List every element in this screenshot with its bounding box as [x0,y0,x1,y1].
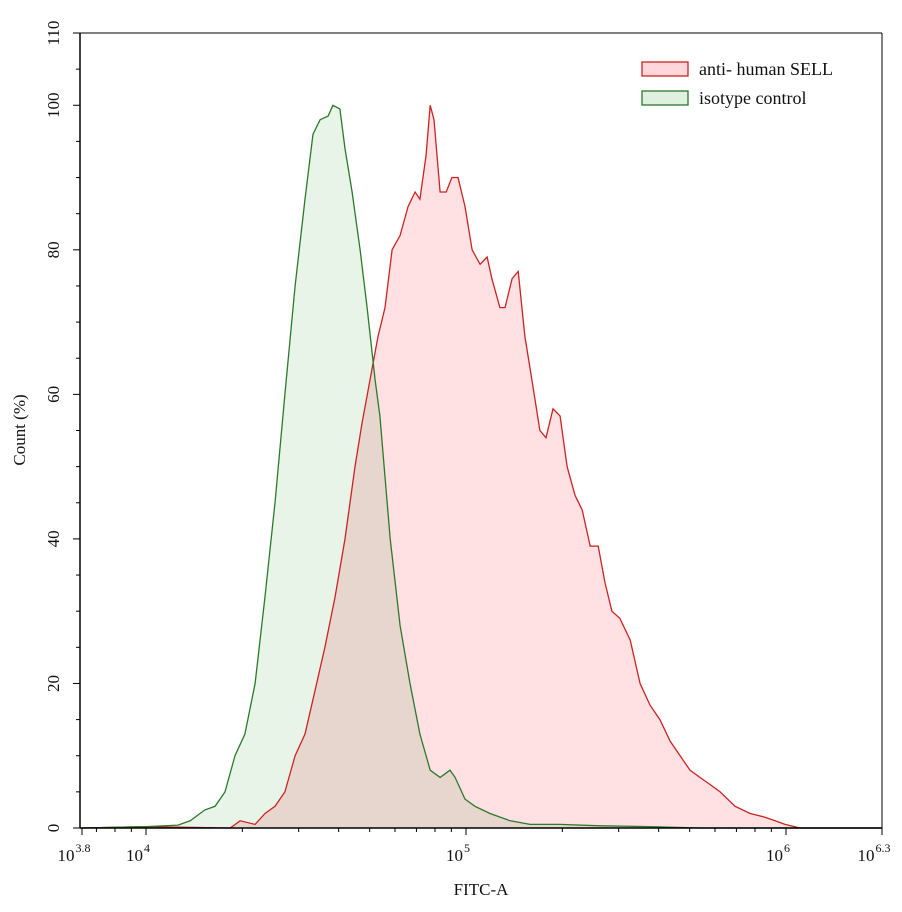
x-tick-label: 103.8 [58,841,91,865]
legend-swatch [641,90,689,106]
x-tick-label: 105 [446,841,470,865]
series-fill-0 [82,105,882,829]
x-tick-label: 106.3 [858,841,891,865]
series-line-0 [81,105,882,829]
legend: anti- human SELL isotype control [641,59,833,108]
y-tick-label: 100 [44,93,63,119]
y-tick-label: 20 [44,675,63,692]
y-tick-label: 40 [44,530,63,547]
legend-label: isotype control [699,88,806,108]
series-areas [81,104,882,829]
x-tick-label: 106 [766,841,790,865]
x-tick-label: 104 [126,841,150,865]
series-line-1 [81,104,882,829]
y-tick-label: 60 [44,386,63,403]
y-tick-label: 80 [44,241,63,258]
y-tick-label: 110 [44,21,63,46]
x-axis-label: FITC-A [454,880,510,899]
y-axis-label: Count (%) [10,394,29,465]
series-fill-1 [82,105,882,829]
y-tick-label: 0 [44,824,63,833]
legend-label: anti- human SELL [699,59,833,79]
y-axis: 0 20 40 60 80 100 110 [44,21,80,833]
x-axis: 103.8 104 105 106 106.3 [58,828,891,865]
legend-swatch [641,61,689,77]
plot-frame [79,32,883,829]
